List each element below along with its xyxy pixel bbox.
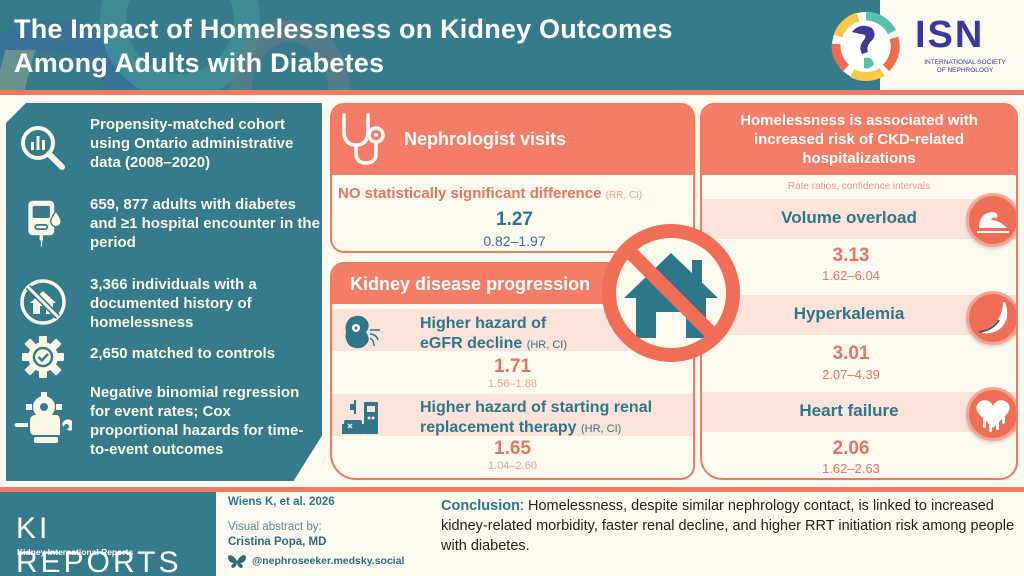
visual-abstract-by: Visual abstract by: [228,521,322,533]
hr-ci-note: (HR, CI) [580,423,622,435]
journal-fullname: Kidney International Reports [17,547,134,557]
hyperkalemia-label: Hyperkalemia [793,304,905,323]
outcome-band [702,199,1016,239]
header: The Impact of Homelessness on Kidney Out… [0,0,1024,90]
divider [0,90,1024,95]
outcome-title-line2: eGFR decline [420,335,523,352]
hr-ci-note: (HR, CI) [526,339,568,351]
rate-ratio-value: 3.13 [832,245,870,266]
method-text: Propensity-matched cohort using Ontario … [90,116,294,171]
method-text: 2,650 matched to controls [90,345,276,362]
outcome-title-line1: Higher hazard of [420,315,547,332]
nephrologist-visits-header: Nephrologist visits [332,105,693,175]
confidence-interval: 1.62–2.63 [822,461,880,476]
rate-ratio-note: Rate ratios, confidence intervals [787,181,931,192]
divider [0,487,1024,492]
isn-abbr: ISN [915,14,985,56]
conclusion-text: : Homelessness, despite similar nephrolo… [441,498,1015,554]
gear-check-icon [22,336,64,378]
magnifier-chart-icon [21,126,65,170]
rate-ratio-value: 2.06 [832,438,870,459]
no-difference-finding: NO statistically significant difference … [338,185,642,202]
wave-icon [966,193,1016,247]
conclusion-label: Conclusion [441,498,520,514]
isn-logo: ISN INTERNATIONAL SOCIETY OF NEPHROLOGY [831,0,1024,90]
isn-subtitle-line1: INTERNATIONAL SOCIETY [924,59,1006,66]
confidence-interval: 1.04–2.60 [488,460,537,472]
hazard-ratio-value: 1.65 [494,438,531,459]
glucometer-icon [28,200,62,247]
outcome-title-line2: replacement therapy [420,419,577,436]
author-name: Cristina Popa, MD [228,536,327,548]
hospitalizations-card: Homelessness is associated with increase… [700,103,1018,480]
finding-text: NO statistically significant difference [338,185,602,202]
finding-note: (RR, CI) [605,190,643,201]
isn-subtitle-line2: OF NEPHROLOGY [936,67,994,74]
isn-subtitle: INTERNATIONAL SOCIETY OF NEPHROLOGY [915,59,1015,75]
hazard-ratio-value: 1.71 [494,356,531,377]
isn-globe-icon [831,11,900,82]
outcome-band [332,394,693,436]
hand-gear-wrench-icon [14,392,72,443]
melting-heart-icon [966,387,1016,441]
confidence-interval: 0.82–1.97 [483,233,546,249]
conclusion: Conclusion: Homelessness, despite simila… [441,496,1017,556]
social-handle[interactable]: @nephroseeker.medsky.social [252,555,405,567]
kidney-gear-icon [345,315,380,349]
stethoscope-icon [342,113,385,165]
bluesky-butterfly-icon [228,555,246,568]
title-line-1: The Impact of Homelessness on Kidney Out… [14,14,673,44]
confidence-interval: 2.07–4.39 [822,367,880,382]
method-text: Negative binomial regression for event r… [90,384,304,458]
header-banner: The Impact of Homelessness on Kidney Out… [0,0,880,90]
nephrologist-visits-card: Nephrologist visits NO statistically sig… [330,103,695,253]
dialysis-machine-icon [342,400,378,434]
heart-failure-label: Heart failure [799,401,899,420]
confidence-interval: 1.62–6.04 [822,268,880,283]
egfr-outcome-title: Higher hazard of eGFR decline (HR, CI) [420,314,567,355]
citation: Wiens K, et al. 2026 [228,496,335,508]
methods-panel: Propensity-matched cohort using Ontario … [6,103,322,481]
outcome-title-line1: Higher hazard of starting renal [420,399,653,416]
volume-overload-label: Volume overload [781,208,917,227]
no-home-sign-icon [602,224,740,362]
method-text: 659, 877 adults with diabetes and ≥1 hos… [90,196,320,251]
kidney-progression-title: Kidney disease progression [350,274,591,294]
nephrologist-visits-title: Nephrologist visits [404,129,567,149]
journal-logo: KI REPORTS Kidney International Reports [0,492,216,576]
outcome-band [702,295,1016,335]
outcome-band [702,392,1016,432]
no-house-icon [20,279,66,325]
confidence-interval: 1.56–1.88 [488,378,537,390]
rrt-outcome-title: Higher hazard of starting renal replacem… [420,398,652,439]
banana-icon [966,291,1016,345]
page-title: The Impact of Homelessness on Kidney Out… [14,12,673,80]
journal-name: KI REPORTS [16,512,182,576]
rate-ratio-value: 3.01 [832,343,870,364]
rate-ratio-value: 1.27 [496,209,533,230]
hospitalizations-title: Homelessness is associated with increase… [702,105,1016,175]
title-line-2: Among Adults with Diabetes [14,48,385,78]
method-text: 3,366 individuals with a documented hist… [90,276,257,331]
